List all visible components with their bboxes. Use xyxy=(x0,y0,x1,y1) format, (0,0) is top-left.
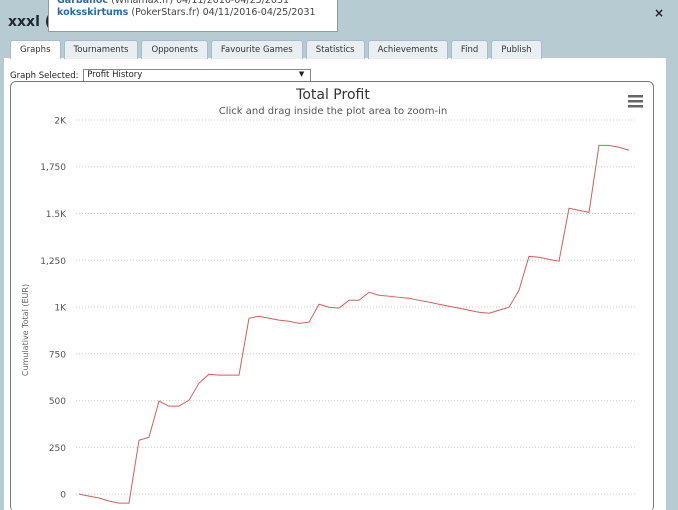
y-tick-label: 500 xyxy=(49,397,66,407)
chart-subtitle: Click and drag inside the plot area to z… xyxy=(219,106,447,117)
y-tick-label: 250 xyxy=(49,444,66,454)
tab[interactable]: Opponents xyxy=(141,40,208,59)
chart: Total Profit Click and drag inside the p… xyxy=(10,81,654,510)
y-tick-label: 1.5K xyxy=(46,210,67,220)
close-button[interactable]: × xyxy=(653,6,664,20)
tab[interactable]: Favourite Games xyxy=(210,40,303,59)
selector-label: Graph Selected: xyxy=(10,71,79,81)
tab[interactable]: Find xyxy=(450,40,489,59)
y-tick-label: 750 xyxy=(49,350,66,360)
player-tooltip: Garbanoc (Winamax.fr) 04/11/2016-04/25/2… xyxy=(48,0,338,32)
y-tick-label: 2K xyxy=(54,116,67,126)
y-tick-label: 1,250 xyxy=(40,257,66,267)
tab[interactable]: Achievements xyxy=(367,40,448,59)
tab[interactable]: Tournaments xyxy=(63,40,139,59)
y-axis-label: Cumulative Total (EUR) xyxy=(21,284,30,376)
player-detail: (Winamax.fr) 04/11/2016-04/25/2031 xyxy=(111,0,290,6)
y-tick-label: 1K xyxy=(54,304,67,314)
menu-icon[interactable] xyxy=(628,95,643,108)
player-name: koksskirtums xyxy=(57,7,129,18)
tab-bar: Graphs Tournaments Opponents Favourite Game… xyxy=(10,40,542,59)
y-tick-label: 1,750 xyxy=(40,163,66,173)
window-title: xxxl ( xyxy=(8,14,52,30)
profit-line xyxy=(78,144,630,504)
player-name: Garbanoc xyxy=(57,0,109,6)
y-tick-label: 0 xyxy=(60,491,66,501)
tab[interactable]: Publish xyxy=(491,40,542,59)
tab[interactable]: Statistics xyxy=(305,40,365,59)
content-panel xyxy=(4,58,666,510)
selector-value: Profit History xyxy=(87,70,143,80)
tab[interactable]: Graphs xyxy=(10,40,61,59)
player-detail: (PokerStars.fr) 04/11/2016-04/25/2031 xyxy=(131,7,316,18)
dropdown-arrow: ▼ xyxy=(298,70,305,78)
tooltip-item: koksskirtums (PokerStars.fr) 04/11/2016-… xyxy=(57,7,329,19)
tooltip-item: Garbanoc (Winamax.fr) 04/11/2016-04/25/2… xyxy=(57,0,329,7)
chart-title: Total Profit xyxy=(295,87,370,103)
